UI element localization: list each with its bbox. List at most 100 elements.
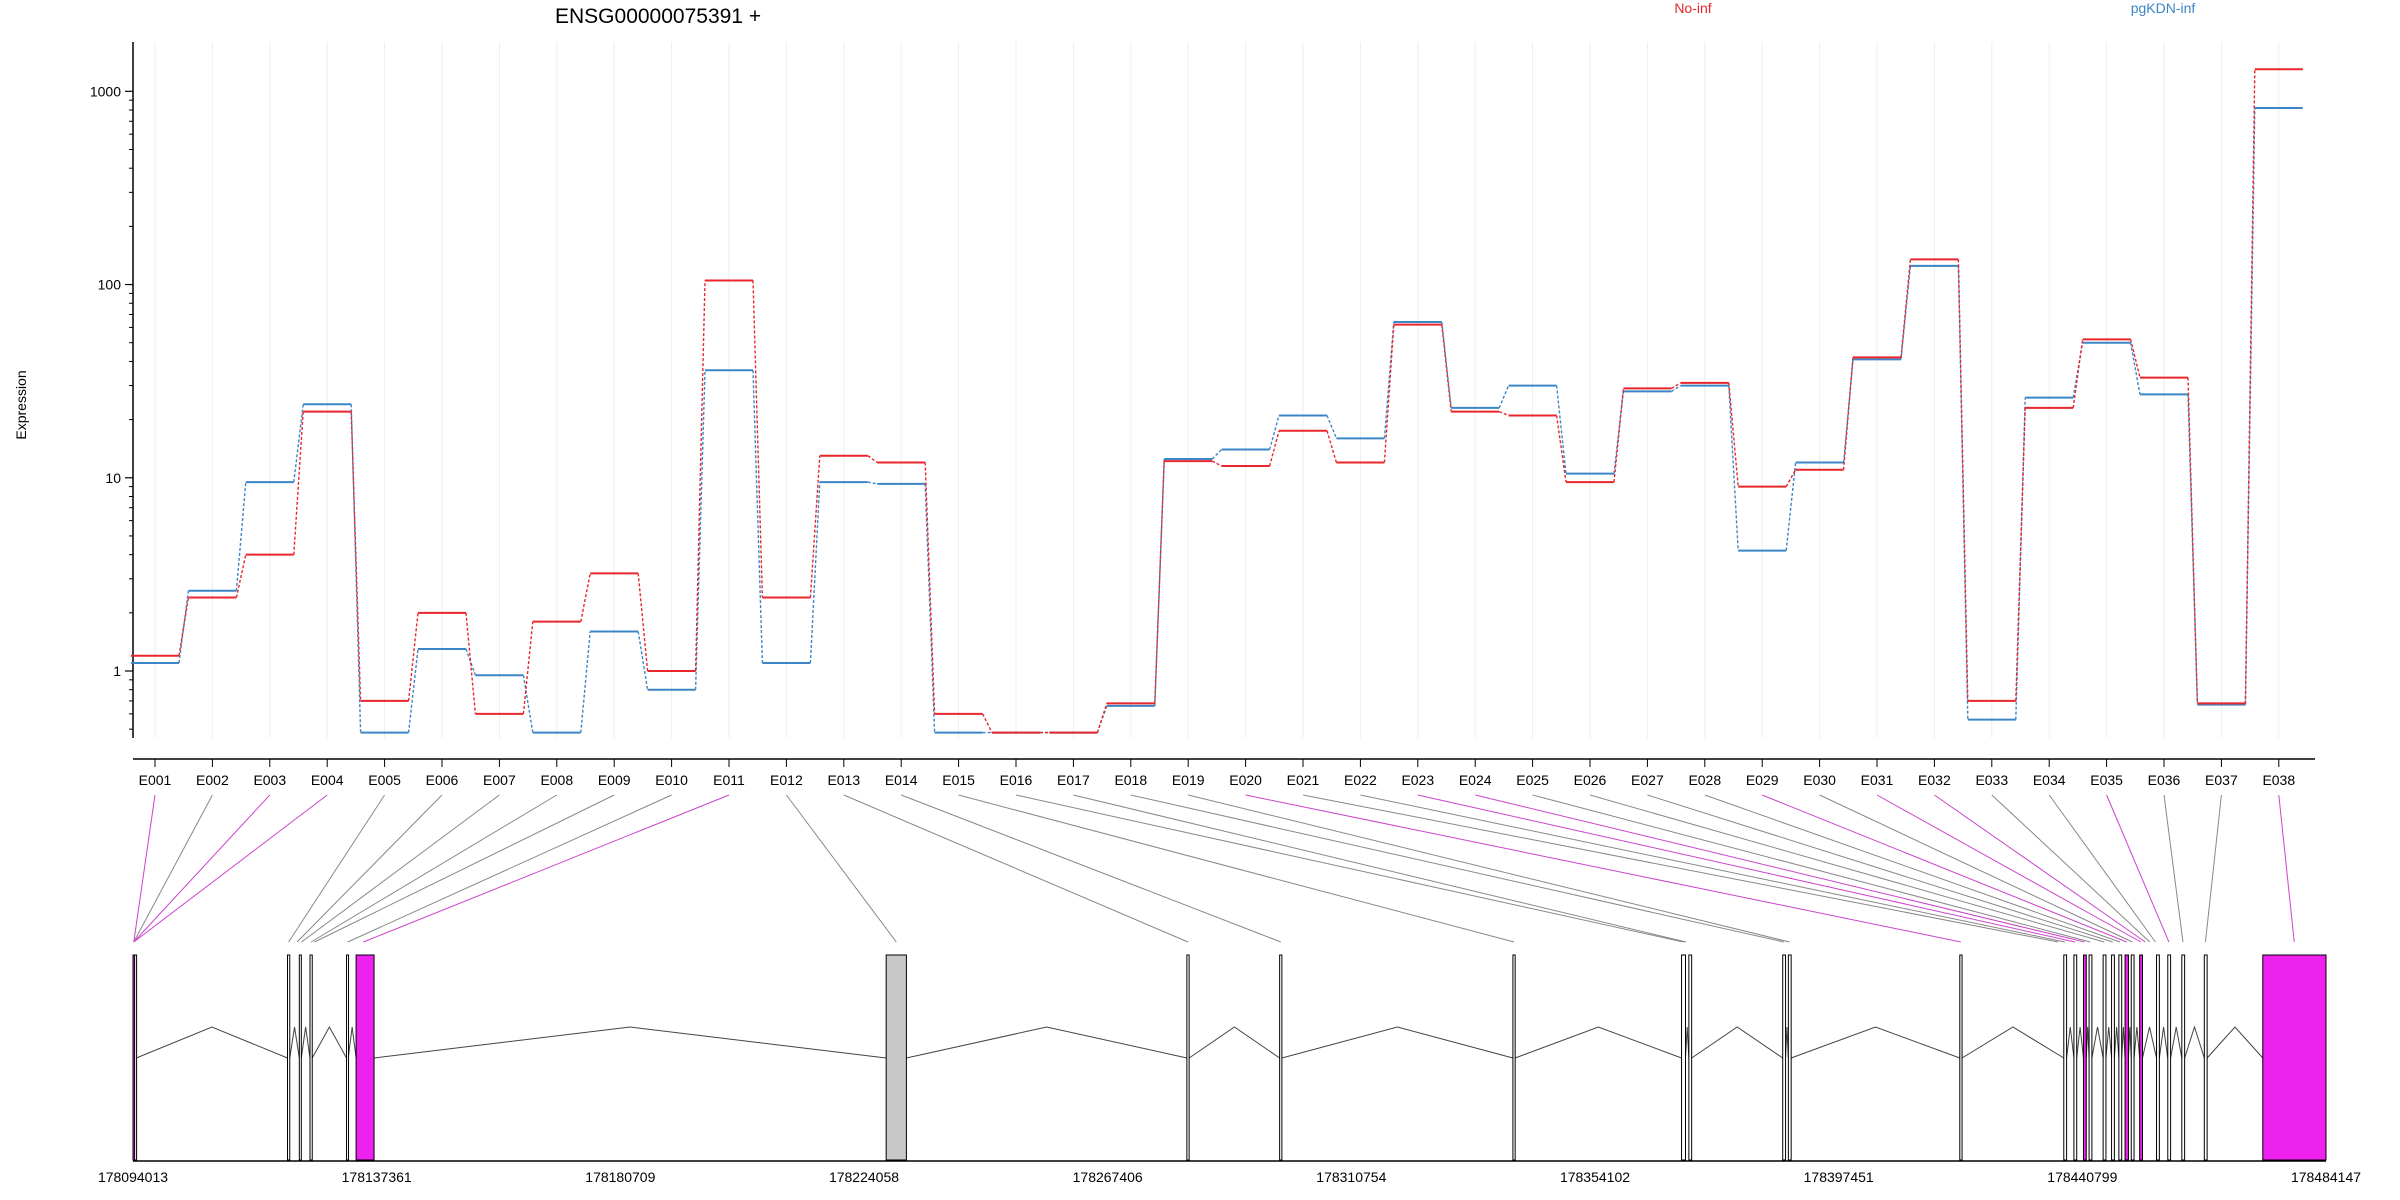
series-connector <box>1613 388 1625 483</box>
x-tick-label: E022 <box>1344 772 1377 788</box>
series-connector <box>752 280 764 598</box>
exon-connector-line <box>1475 794 2085 943</box>
x-tick-label: E007 <box>483 772 516 788</box>
x-tick-label: E033 <box>1975 772 2008 788</box>
series-connector <box>637 573 649 672</box>
exon-connector-line <box>133 794 156 943</box>
vertical-grid <box>154 42 2280 738</box>
exon-connector-line <box>2204 794 2222 943</box>
exon-block <box>1688 954 1693 1161</box>
series-connector <box>1555 385 1567 474</box>
series-connector <box>809 482 821 664</box>
series-connector <box>2015 407 2026 701</box>
x-tick-label: E001 <box>139 772 172 788</box>
y-axis-label: Expression <box>13 370 29 439</box>
series-connector <box>522 621 534 714</box>
x-tick-label: E030 <box>1803 772 1836 788</box>
series-connector <box>1785 469 1797 487</box>
x-tick-label: E018 <box>1114 772 1147 788</box>
series-connector <box>350 411 362 701</box>
x-tick-label: E026 <box>1574 772 1607 788</box>
intron-line <box>2121 1026 2126 1059</box>
gene-model: 178094013 178137361 178180709 178224058 1782… <box>98 954 2361 1185</box>
x-tick-label: E003 <box>253 772 286 788</box>
exon-connector-line <box>310 794 558 943</box>
coordinate-label: 178224058 <box>829 1169 899 1185</box>
coordinate-label: 178137361 <box>342 1169 412 1185</box>
x-tick-label: E016 <box>1000 772 1033 788</box>
series-connector <box>2129 342 2141 395</box>
series-connector <box>1498 385 1510 409</box>
exon-block <box>309 954 313 1161</box>
series-connector <box>1211 449 1223 460</box>
intron-line <box>311 1025 347 1059</box>
x-tick-label: E036 <box>2148 772 2181 788</box>
exon-connector-line <box>133 794 328 943</box>
x-tick-label: E023 <box>1401 772 1434 788</box>
y-tick-label: 100 <box>98 277 122 293</box>
series-connector <box>1383 324 1395 463</box>
series-connector <box>752 370 764 664</box>
x-tick-label: E031 <box>1861 772 1894 788</box>
x-tick-label: E028 <box>1688 772 1721 788</box>
exon-block <box>346 954 350 1161</box>
exon-connector-line <box>133 794 213 943</box>
exon-connector-line <box>1015 794 1684 943</box>
legend-label-no-inf: No-inf <box>1674 0 1711 16</box>
series-connector <box>2187 377 2199 704</box>
series-connector <box>465 612 477 714</box>
series-connector <box>1671 384 1682 392</box>
series-connector <box>981 713 993 733</box>
series-connector <box>407 648 419 733</box>
intron-line <box>2091 1026 2104 1059</box>
series-connector <box>178 590 190 664</box>
x-tick-label: E025 <box>1516 772 1549 788</box>
series-connector <box>1785 462 1797 551</box>
intron-line <box>2133 1026 2141 1059</box>
x-tick-label: E027 <box>1631 772 1664 788</box>
series-connector <box>1326 430 1338 463</box>
intron-line <box>300 1026 311 1059</box>
exon-block <box>287 954 291 1161</box>
y-tick-label: 1 <box>113 663 121 679</box>
series-connector <box>580 573 591 622</box>
series-pgKDN-inf <box>131 106 2303 734</box>
series-connector <box>1096 703 1108 733</box>
exon-connector-line <box>958 794 1515 943</box>
series-connector <box>1900 265 1912 360</box>
exon-block <box>1681 954 1686 1161</box>
intron-line <box>1961 1026 2065 1059</box>
series-connector <box>1957 259 1969 701</box>
exon-connector-line <box>785 794 897 943</box>
coordinate-label: 178440799 <box>2047 1169 2117 1185</box>
exon-block <box>2156 954 2160 1161</box>
exon-connector-line <box>1819 794 2133 943</box>
exon-block <box>2139 954 2143 1161</box>
exon-connector-line <box>1647 794 2113 943</box>
exon-block <box>1782 954 1787 1161</box>
exon-connector-line <box>1704 794 2121 943</box>
intron-line <box>2170 1026 2183 1059</box>
intron-line <box>1514 1026 1682 1059</box>
x-tick-label: E006 <box>426 772 459 788</box>
intron-line <box>289 1026 300 1059</box>
series-layer <box>131 68 2303 734</box>
exon-block <box>1512 954 1516 1161</box>
exon-connector-line <box>1302 794 2059 943</box>
exon-connector-line <box>1934 794 2146 943</box>
y-tick-label: 1000 <box>90 83 121 99</box>
exon-block <box>2130 954 2135 1161</box>
series-connector <box>694 280 706 672</box>
series-connector <box>809 455 821 598</box>
exon-connector-line <box>1360 794 2066 943</box>
series-connector <box>1441 324 1452 412</box>
x-tick-label: E032 <box>1918 772 1951 788</box>
series-connector <box>924 462 936 714</box>
exon-block <box>2088 954 2093 1161</box>
exon-block <box>2073 954 2078 1161</box>
x-tick-label: E035 <box>2090 772 2123 788</box>
intron-line <box>2184 1025 2205 1059</box>
exon-connector-line <box>2163 794 2184 943</box>
x-tick-label: E005 <box>368 772 401 788</box>
